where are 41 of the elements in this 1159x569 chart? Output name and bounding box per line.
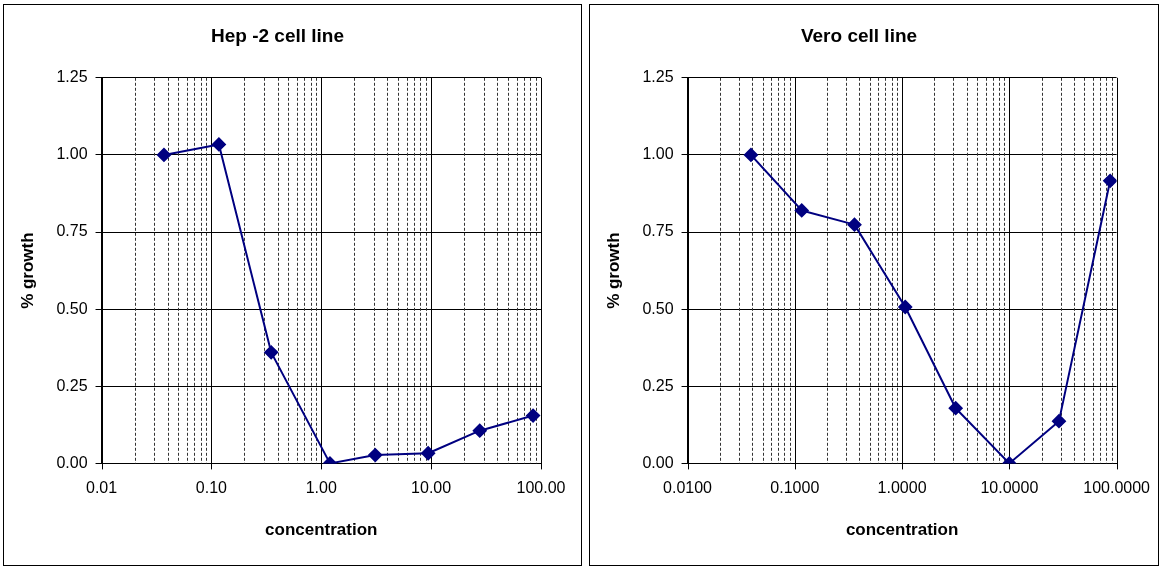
y-tick-label: 1.00: [642, 145, 674, 163]
y-tick-label: 0.25: [642, 376, 674, 394]
x-axis-title: concentration: [845, 520, 959, 540]
chart-title: Hep -2 cell line: [210, 24, 345, 46]
point: [948, 401, 963, 416]
y-tick-label: 0.50: [56, 299, 88, 317]
y-tick-label: 0.00: [642, 453, 674, 471]
x-tick-label: 10.00: [411, 479, 452, 497]
x-tick-label: 0.1000: [770, 479, 820, 497]
x-tick-label: 0.10: [195, 479, 228, 497]
point: [847, 217, 862, 232]
point: [472, 423, 487, 438]
y-tick-label: 0.75: [56, 222, 88, 240]
point: [898, 300, 913, 314]
point: [1051, 414, 1066, 429]
y-tick-label: 0.25: [56, 376, 88, 394]
x-tick-label: 1.00: [305, 479, 337, 497]
chart-title: Vero cell line: [800, 24, 918, 46]
point: [526, 408, 541, 423]
y-axis-title: % growth: [603, 232, 623, 309]
y-tick-label: 0.00: [56, 453, 88, 471]
point: [1103, 173, 1117, 188]
x-tick-label: 0.01: [85, 479, 118, 497]
point: [211, 137, 226, 152]
x-axis-title: concentration: [265, 520, 378, 540]
x-tick-label: 100.00: [516, 479, 566, 497]
point: [421, 446, 436, 461]
x-tick-label: 100.0000: [1083, 479, 1151, 497]
y-tick-label: 0.75: [642, 222, 674, 240]
y-tick-label: 1.25: [56, 68, 88, 86]
x-tick-label: 1.0000: [877, 479, 927, 497]
x-tick-label: 10.0000: [980, 479, 1039, 497]
point: [264, 345, 279, 360]
y-tick-label: 1.25: [642, 68, 674, 86]
y-tick-label: 0.50: [642, 299, 674, 317]
point: [368, 448, 383, 463]
point: [743, 147, 758, 162]
y-tick-label: 1.00: [56, 145, 88, 163]
y-axis-title: % growth: [17, 232, 37, 309]
x-tick-label: 0.0100: [663, 479, 713, 497]
point: [794, 203, 809, 218]
